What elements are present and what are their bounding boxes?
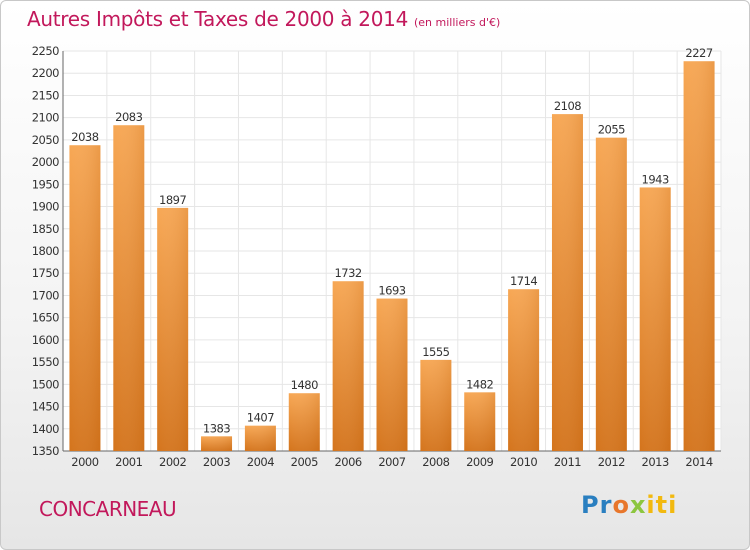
- data-label: 2055: [598, 123, 625, 137]
- x-tick-label: 2010: [510, 455, 537, 469]
- y-tick-label: 1900: [32, 200, 59, 214]
- bar-shade-2006: [332, 281, 364, 451]
- x-tick-label: 2002: [159, 455, 186, 469]
- bar-shade-2010: [508, 289, 540, 451]
- x-tick-label: 2001: [115, 455, 142, 469]
- data-label: 2083: [115, 110, 142, 124]
- data-label: 1897: [159, 193, 186, 207]
- data-label: 1482: [466, 377, 493, 391]
- y-tick-label: 1750: [32, 266, 59, 280]
- data-label: 1407: [247, 411, 274, 425]
- chart-unit: (en milliers d'€): [414, 16, 501, 29]
- logo-part-4: iti: [646, 491, 678, 519]
- city-name: CONCARNEAU: [39, 497, 177, 521]
- bar-shade-2001: [113, 125, 145, 451]
- y-tick-label: 1450: [32, 400, 59, 414]
- data-label: 1480: [291, 378, 318, 392]
- x-tick-label: 2004: [247, 455, 274, 469]
- data-label: 1693: [378, 284, 405, 298]
- y-tick-label: 1700: [32, 288, 59, 302]
- y-tick-label: 1800: [32, 244, 59, 258]
- x-tick-label: 2014: [685, 455, 712, 469]
- x-tick-label: 2007: [378, 455, 405, 469]
- y-tick-label: 2150: [32, 88, 59, 102]
- x-tick-label: 2008: [422, 455, 449, 469]
- y-tick-label: 1650: [32, 311, 59, 325]
- x-tick-label: 2005: [291, 455, 318, 469]
- x-tick-label: 2006: [334, 455, 361, 469]
- data-label: 1732: [334, 266, 361, 280]
- bar-shade-2009: [464, 392, 496, 451]
- logo-part-1: Pr: [581, 491, 613, 519]
- y-tick-label: 2050: [32, 133, 59, 147]
- x-tick-label: 2000: [71, 455, 98, 469]
- x-tick-label: 2009: [466, 455, 493, 469]
- y-tick-label: 1350: [32, 444, 59, 458]
- bar-shade-2014: [683, 61, 715, 451]
- y-tick-label: 1600: [32, 333, 59, 347]
- x-tick-label: 2003: [203, 455, 230, 469]
- data-label: 2227: [685, 46, 712, 60]
- y-tick-label: 2100: [32, 111, 59, 125]
- y-tick-label: 1400: [32, 422, 59, 436]
- y-tick-label: 2000: [32, 155, 59, 169]
- data-label: 1383: [203, 421, 230, 435]
- bar-shade-2005: [288, 393, 320, 451]
- y-tick-label: 1550: [32, 355, 59, 369]
- data-label: 1555: [422, 345, 449, 359]
- bar-shade-2012: [595, 137, 627, 451]
- proxiti-logo: Proxiti: [581, 491, 677, 519]
- x-tick-label: 2011: [554, 455, 581, 469]
- chart-title: Autres Impôts et Taxes de 2000 à 2014 (en…: [27, 7, 500, 31]
- bar-shade-2007: [376, 298, 408, 451]
- x-tick-label: 2012: [598, 455, 625, 469]
- bar-shade-2013: [639, 187, 671, 451]
- data-label: 2108: [554, 99, 581, 113]
- x-tick-label: 2013: [642, 455, 669, 469]
- data-label: 1943: [642, 172, 669, 186]
- chart-title-text: Autres Impôts et Taxes de 2000 à 2014: [27, 7, 408, 31]
- logo-part-3: x: [629, 491, 647, 519]
- y-tick-label: 1950: [32, 177, 59, 191]
- bar-shade-2002: [157, 207, 189, 451]
- data-label: 2038: [71, 130, 98, 144]
- logo-part-2: o: [612, 491, 630, 519]
- data-label: 1714: [510, 274, 537, 288]
- bar-shade-2000: [69, 145, 101, 451]
- bar-shade-2008: [420, 359, 452, 451]
- y-tick-label: 2200: [32, 66, 59, 80]
- bar-shade-2011: [551, 114, 583, 451]
- bar-shade-2004: [244, 425, 276, 451]
- y-tick-label: 2250: [32, 44, 59, 58]
- bar-shade-2003: [201, 436, 233, 451]
- y-tick-label: 1850: [32, 222, 59, 236]
- y-tick-label: 1500: [32, 377, 59, 391]
